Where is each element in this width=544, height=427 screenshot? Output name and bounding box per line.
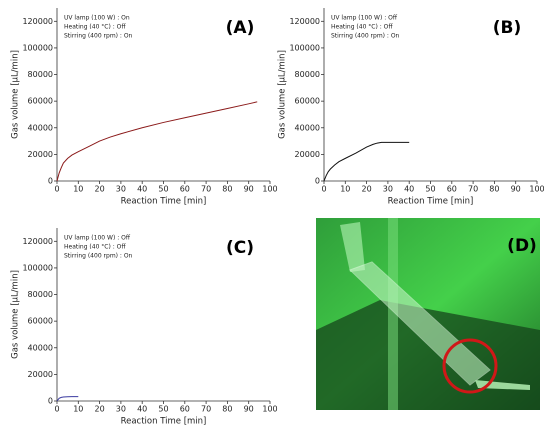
x-tick-label: 80 bbox=[222, 185, 232, 194]
condition-note: Heating (40 °C) : Off bbox=[64, 244, 126, 251]
y-tick-label: 60000 bbox=[28, 317, 53, 326]
y-tick-label: 20000 bbox=[295, 150, 320, 159]
y-tick-label: 80000 bbox=[295, 70, 320, 79]
y-tick-label: 80000 bbox=[28, 290, 53, 299]
x-tick-label: 40 bbox=[404, 185, 414, 194]
x-tick-label: 60 bbox=[180, 405, 190, 414]
y-tick-label: 60000 bbox=[28, 97, 53, 106]
data-line bbox=[324, 142, 409, 181]
y-tick-label: 20000 bbox=[28, 370, 53, 379]
x-tick-label: 60 bbox=[180, 185, 190, 194]
condition-note: Stirring (400 rpm) : On bbox=[64, 253, 133, 260]
y-axis-label: Gas volume [μL/min] bbox=[11, 270, 21, 359]
x-tick-label: 90 bbox=[244, 185, 254, 194]
panel-label: (D) bbox=[507, 236, 537, 256]
panel-label: (C) bbox=[226, 238, 254, 258]
panel-label: (B) bbox=[493, 18, 522, 38]
y-axis-label: Gas volume [μL/min] bbox=[11, 50, 21, 139]
y-tick-label: 20000 bbox=[28, 150, 53, 159]
x-tick-label: 0 bbox=[321, 185, 326, 194]
x-tick-label: 30 bbox=[383, 185, 393, 194]
x-tick-label: 80 bbox=[222, 405, 232, 414]
y-tick-label: 80000 bbox=[28, 70, 53, 79]
panel-label: (A) bbox=[226, 18, 255, 38]
x-tick-label: 100 bbox=[262, 405, 277, 414]
condition-note: UV lamp (100 W) : On bbox=[64, 15, 130, 22]
y-tick-label: 40000 bbox=[28, 343, 53, 352]
x-tick-label: 70 bbox=[468, 185, 478, 194]
y-axis-label: Gas volume [μL/min] bbox=[278, 50, 288, 139]
y-tick-label: 0 bbox=[315, 177, 320, 186]
y-tick-label: 100000 bbox=[22, 43, 53, 52]
y-tick-label: 100000 bbox=[289, 43, 320, 52]
x-tick-label: 20 bbox=[362, 185, 372, 194]
condition-note: Stirring (400 rpm) : On bbox=[64, 33, 133, 40]
data-line bbox=[57, 102, 257, 181]
x-tick-label: 80 bbox=[489, 185, 499, 194]
figure: (D) 020000400006000080000100000120000010… bbox=[0, 0, 544, 427]
y-tick-label: 60000 bbox=[295, 97, 320, 106]
y-tick-label: 100000 bbox=[22, 263, 53, 272]
condition-note: Heating (40 °C) : Off bbox=[331, 24, 393, 31]
condition-note: UV lamp (100 W) : Off bbox=[331, 15, 398, 22]
y-tick-label: 120000 bbox=[22, 17, 53, 26]
y-tick-label: 0 bbox=[48, 177, 53, 186]
chart-panel: 0 20000 40000 60000 80000 100000 120000 0 10 20 30… bbox=[278, 8, 544, 207]
x-tick-label: 70 bbox=[201, 405, 211, 414]
y-tick-label: 0 bbox=[48, 397, 53, 406]
x-tick-label: 50 bbox=[158, 185, 168, 194]
data-line bbox=[57, 397, 78, 401]
condition-note: Heating (40 °C) : Off bbox=[64, 24, 126, 31]
x-tick-label: 90 bbox=[244, 405, 254, 414]
condition-note: UV lamp (100 W) : Off bbox=[64, 235, 131, 242]
chart-panel: 0 20000 40000 60000 80000 100000 120000 0 10 20 30… bbox=[11, 228, 278, 427]
x-tick-label: 50 bbox=[158, 405, 168, 414]
x-tick-label: 10 bbox=[73, 185, 83, 194]
chart-panel: 0 20000 40000 60000 80000 100000 120000 0 10 20 30… bbox=[11, 8, 278, 207]
x-tick-label: 100 bbox=[262, 185, 277, 194]
y-tick-label: 120000 bbox=[289, 17, 320, 26]
x-tick-label: 90 bbox=[511, 185, 521, 194]
x-tick-label: 0 bbox=[54, 405, 59, 414]
x-axis-label: Reaction Time [min] bbox=[388, 197, 474, 207]
x-tick-label: 60 bbox=[447, 185, 457, 194]
x-tick-label: 70 bbox=[201, 185, 211, 194]
y-tick-label: 40000 bbox=[28, 123, 53, 132]
x-tick-label: 20 bbox=[95, 185, 105, 194]
x-tick-label: 20 bbox=[95, 405, 105, 414]
y-tick-label: 120000 bbox=[22, 237, 53, 246]
x-tick-label: 10 bbox=[340, 185, 350, 194]
x-tick-label: 100 bbox=[529, 185, 544, 194]
x-tick-label: 50 bbox=[425, 185, 435, 194]
y-tick-label: 40000 bbox=[295, 123, 320, 132]
condition-note: Stirring (400 rpm) : On bbox=[331, 33, 400, 40]
x-tick-label: 30 bbox=[116, 405, 126, 414]
x-tick-label: 0 bbox=[54, 185, 59, 194]
photo: (D) bbox=[316, 218, 540, 410]
x-tick-label: 10 bbox=[73, 405, 83, 414]
x-tick-label: 40 bbox=[137, 185, 147, 194]
x-tick-label: 40 bbox=[137, 405, 147, 414]
x-axis-label: Reaction Time [min] bbox=[121, 417, 207, 427]
x-axis-label: Reaction Time [min] bbox=[121, 197, 207, 207]
x-tick-label: 30 bbox=[116, 185, 126, 194]
